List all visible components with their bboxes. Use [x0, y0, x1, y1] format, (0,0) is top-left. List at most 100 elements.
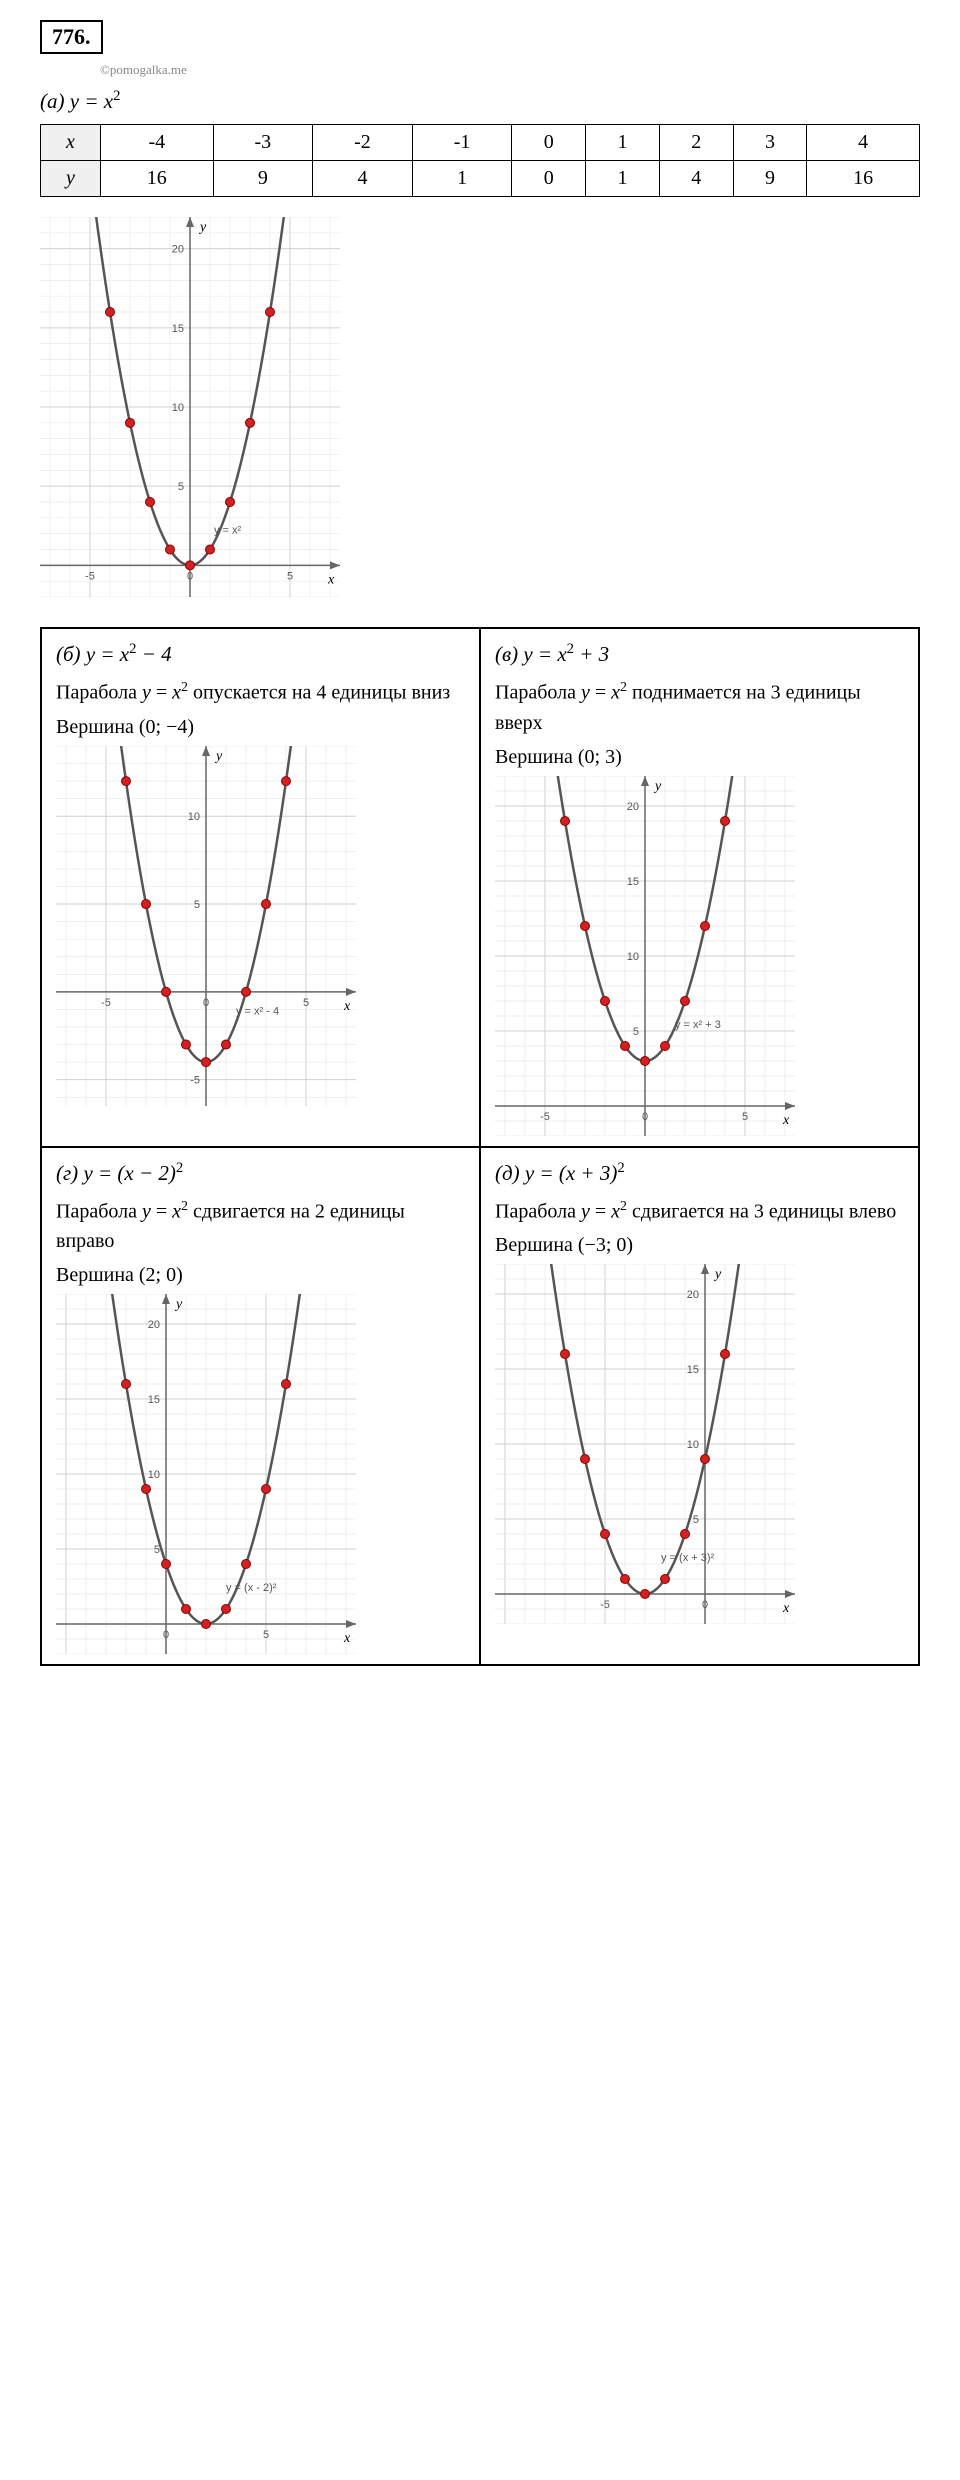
table-cell: -3	[213, 125, 313, 161]
table-header-y: y	[41, 161, 101, 197]
table-cell: 0	[512, 161, 586, 197]
table-cell: 1	[412, 161, 512, 197]
chart-g: 055101520yxy = (x - 2)²	[56, 1294, 465, 1654]
table-cell: -1	[412, 125, 512, 161]
table-cell: 16	[101, 161, 214, 197]
desc-d-1: Парабола y = x2 сдвигается на 3 единицы …	[495, 1196, 904, 1227]
desc-b-1: Парабола y = x2 опускается на 4 единицы …	[56, 677, 465, 708]
svg-text:-5: -5	[85, 570, 95, 582]
svg-text:x: x	[782, 1113, 790, 1128]
desc-d-2: Вершина (−3; 0)	[495, 1230, 904, 1260]
svg-text:5: 5	[303, 997, 309, 1009]
watermark: ©pomogalka.me	[100, 62, 920, 78]
svg-text:20: 20	[148, 1319, 160, 1331]
desc-v-2: Вершина (0; 3)	[495, 742, 904, 772]
table-cell: 1	[586, 125, 660, 161]
desc-b-2: Вершина (0; −4)	[56, 712, 465, 742]
svg-text:10: 10	[627, 951, 639, 963]
cell-v: (в) y = x2 + 3 Парабола y = x2 поднимает…	[480, 628, 919, 1147]
svg-text:-5: -5	[190, 1074, 200, 1086]
svg-text:y = (x + 3)²: y = (x + 3)²	[661, 1552, 715, 1564]
desc-g-1: Парабола y = x2 сдвигается на 2 единицы …	[56, 1196, 465, 1257]
svg-text:y: y	[198, 220, 207, 235]
table-cell: 16	[807, 161, 920, 197]
equation-a: (а) y = x2	[40, 88, 920, 114]
svg-text:y: y	[174, 1297, 183, 1312]
chart-a: -5 0 5 5 10 15 20 y x y = x²	[40, 217, 920, 597]
svg-text:10: 10	[188, 811, 200, 823]
equation-b: (б) y = x2 − 4	[56, 641, 465, 667]
svg-text:5: 5	[287, 570, 293, 582]
table-cell: 2	[659, 125, 733, 161]
desc-v-1: Парабола y = x2 поднимается на 3 единицы…	[495, 677, 904, 738]
equation-v-body: y = x2 + 3	[523, 642, 609, 666]
svg-text:15: 15	[172, 323, 184, 335]
svg-text:5: 5	[633, 1026, 639, 1038]
svg-text:0: 0	[642, 1111, 648, 1123]
svg-text:20: 20	[172, 244, 184, 256]
section-label-a: (а)	[40, 89, 65, 113]
table-cell: 1	[586, 161, 660, 197]
equation-a-body: y = x2	[70, 89, 121, 113]
svg-text:0: 0	[702, 1599, 708, 1611]
svg-text:10: 10	[687, 1439, 699, 1451]
problem-number: 776.	[40, 20, 103, 54]
svg-text:15: 15	[687, 1364, 699, 1376]
chart-a-container: -5 0 5 5 10 15 20 y x y = x²	[40, 217, 920, 597]
svg-text:20: 20	[627, 801, 639, 813]
table-cell: -4	[101, 125, 214, 161]
svg-text:y = x² - 4: y = x² - 4	[236, 1005, 279, 1017]
svg-text:-5: -5	[600, 1599, 610, 1611]
section-label-v: (в)	[495, 642, 518, 666]
svg-text:y: y	[653, 779, 662, 794]
svg-text:y: y	[214, 749, 223, 764]
svg-text:10: 10	[148, 1469, 160, 1481]
table-cell: 0	[512, 125, 586, 161]
svg-text:5: 5	[693, 1514, 699, 1526]
table-row-x: x -4-3-2-101234	[41, 125, 920, 161]
svg-text:5: 5	[742, 1111, 748, 1123]
svg-text:x: x	[343, 999, 351, 1014]
svg-text:5: 5	[178, 481, 184, 493]
table-cell: 4	[807, 125, 920, 161]
svg-text:y = x²: y = x²	[214, 525, 242, 537]
table-cell: 4	[313, 161, 413, 197]
svg-text:5: 5	[194, 899, 200, 911]
cell-g: (г) y = (x − 2)2 Парабола y = x2 сдвигае…	[41, 1147, 480, 1666]
table-cell: 9	[733, 161, 807, 197]
svg-text:-5: -5	[101, 997, 111, 1009]
svg-text:y = (x - 2)²: y = (x - 2)²	[226, 1582, 277, 1594]
svg-text:15: 15	[627, 876, 639, 888]
chart-d: -505101520yxy = (x + 3)²	[495, 1264, 904, 1624]
cell-d: (д) y = (x + 3)2 Парабола y = x2 сдвигае…	[480, 1147, 919, 1666]
equation-d-body: y = (x + 3)2	[525, 1161, 625, 1185]
svg-text:5: 5	[263, 1629, 269, 1641]
cell-b: (б) y = x2 − 4 Парабола y = x2 опускаетс…	[41, 628, 480, 1147]
section-label-d: (д)	[495, 1161, 520, 1185]
equation-g-body: y = (x − 2)2	[83, 1161, 183, 1185]
svg-text:0: 0	[187, 570, 193, 582]
svg-text:x: x	[327, 572, 335, 587]
svg-text:-5: -5	[540, 1111, 550, 1123]
table-cell: 4	[659, 161, 733, 197]
svg-text:10: 10	[172, 402, 184, 414]
svg-text:15: 15	[148, 1394, 160, 1406]
svg-text:0: 0	[163, 1629, 169, 1641]
svg-text:x: x	[782, 1601, 790, 1616]
problem-grid: (б) y = x2 − 4 Парабола y = x2 опускаетс…	[40, 627, 920, 1666]
svg-text:x: x	[343, 1631, 351, 1646]
svg-text:0: 0	[203, 997, 209, 1009]
section-label-b: (б)	[56, 642, 81, 666]
equation-b-body: y = x2 − 4	[86, 642, 172, 666]
table-row-y: y 16941014916	[41, 161, 920, 197]
chart-v: -5055101520yxy = x² + 3	[495, 776, 904, 1136]
equation-g: (г) y = (x − 2)2	[56, 1160, 465, 1186]
equation-d: (д) y = (x + 3)2	[495, 1160, 904, 1186]
svg-text:y: y	[713, 1267, 722, 1282]
chart-b: -5 0 5 -5 5 10 y x y = x² - 4	[56, 746, 465, 1106]
value-table: x -4-3-2-101234 y 16941014916	[40, 124, 920, 197]
table-cell: 3	[733, 125, 807, 161]
table-header-x: x	[41, 125, 101, 161]
equation-v: (в) y = x2 + 3	[495, 641, 904, 667]
section-label-g: (г)	[56, 1161, 78, 1185]
